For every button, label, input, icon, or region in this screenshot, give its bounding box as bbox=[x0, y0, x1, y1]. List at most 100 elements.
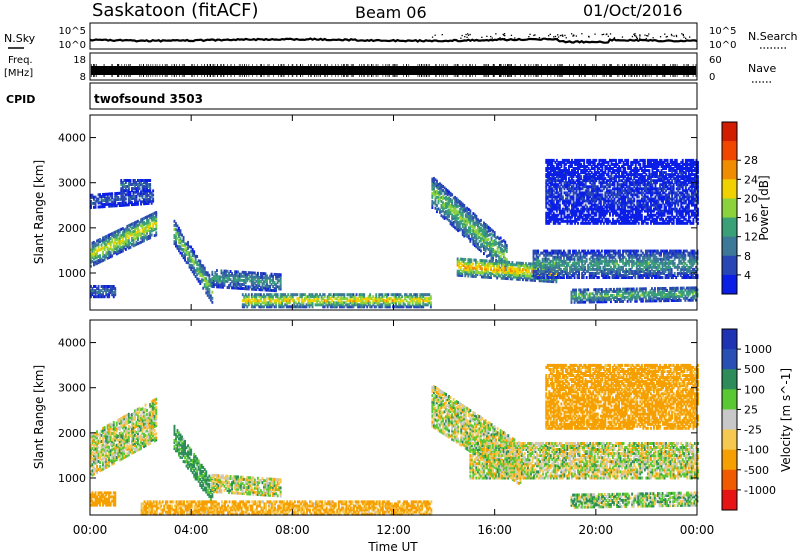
power-cell bbox=[115, 244, 118, 248]
noise-search-dot bbox=[499, 37, 501, 39]
power-cell bbox=[96, 261, 98, 265]
power-cell bbox=[118, 201, 121, 205]
power-cell bbox=[220, 285, 223, 289]
noise-search-dot bbox=[652, 37, 654, 39]
power-cell bbox=[173, 240, 176, 244]
power-cell bbox=[243, 274, 246, 278]
frequency-trace bbox=[90, 64, 697, 77]
power-cell bbox=[684, 253, 687, 257]
power-cell bbox=[105, 192, 108, 196]
power-cell bbox=[135, 222, 138, 226]
power-cell bbox=[237, 274, 240, 278]
power-cell bbox=[97, 242, 100, 246]
power-cell bbox=[260, 305, 262, 309]
power-cell bbox=[137, 232, 139, 235]
power-cell bbox=[147, 197, 150, 201]
power-cell bbox=[193, 254, 196, 258]
power-cell bbox=[272, 289, 274, 292]
power-cell bbox=[120, 233, 123, 237]
noise-search-dot bbox=[559, 34, 562, 37]
power-cell bbox=[216, 285, 218, 289]
power-cell bbox=[94, 203, 97, 207]
power-cell bbox=[480, 218, 482, 222]
power-cell bbox=[134, 233, 136, 237]
power-cell bbox=[281, 295, 284, 299]
power-cell bbox=[146, 189, 148, 193]
power-cell bbox=[91, 195, 94, 199]
noise-search-dot bbox=[467, 33, 469, 35]
power-cell bbox=[214, 275, 217, 279]
power-cell bbox=[97, 201, 100, 205]
power-cell bbox=[205, 283, 208, 287]
power-cell bbox=[117, 249, 120, 253]
power-cell bbox=[126, 228, 129, 232]
power-cell bbox=[619, 249, 621, 253]
power-cell bbox=[105, 198, 108, 202]
power-cell bbox=[234, 278, 237, 282]
noise-search-dot bbox=[486, 35, 488, 37]
power-cell bbox=[199, 261, 202, 265]
power-cell bbox=[120, 246, 123, 250]
power-cell bbox=[261, 276, 264, 280]
power-cell bbox=[143, 187, 145, 191]
power-cell bbox=[246, 305, 249, 309]
power-cell bbox=[129, 191, 132, 194]
noise-search-dot bbox=[633, 33, 635, 35]
power-cell bbox=[252, 271, 255, 275]
beam-title: Beam 06 bbox=[355, 3, 427, 22]
power-cell bbox=[123, 244, 126, 248]
power-cell bbox=[261, 282, 264, 286]
power-cell bbox=[137, 200, 139, 204]
power-cell bbox=[275, 305, 277, 309]
power-cell bbox=[137, 229, 139, 233]
power-cell bbox=[126, 224, 129, 228]
power-cell bbox=[255, 303, 258, 307]
power-cell bbox=[106, 289, 109, 293]
power-cell bbox=[175, 238, 177, 242]
power-cell bbox=[124, 241, 127, 245]
power-cell bbox=[135, 181, 138, 184]
power-cell bbox=[253, 301, 256, 305]
power-cell bbox=[194, 268, 197, 272]
power-cell bbox=[129, 197, 132, 201]
power-cell bbox=[467, 234, 470, 238]
power-cell bbox=[138, 194, 141, 198]
power-cell bbox=[93, 257, 95, 261]
power-cell bbox=[141, 192, 144, 196]
power-cell bbox=[118, 240, 121, 244]
power-cell bbox=[260, 295, 262, 299]
power-cell bbox=[463, 204, 466, 207]
power-cell bbox=[120, 240, 123, 243]
power-cell bbox=[100, 201, 103, 205]
power-cell bbox=[123, 246, 126, 250]
power-cell bbox=[209, 280, 212, 284]
power-cell bbox=[117, 202, 120, 206]
power-cell bbox=[134, 200, 136, 204]
power-cell bbox=[244, 295, 247, 299]
power-cell bbox=[214, 273, 217, 276]
power-cell bbox=[109, 243, 112, 246]
power-cell bbox=[120, 242, 123, 245]
power-cell bbox=[146, 223, 148, 227]
power-cell bbox=[256, 273, 259, 277]
power-cell bbox=[114, 247, 117, 250]
power-cell bbox=[97, 205, 100, 209]
power-cell bbox=[223, 273, 226, 277]
power-cell bbox=[100, 247, 103, 251]
power-cell bbox=[144, 194, 147, 197]
power-cell bbox=[143, 200, 145, 204]
noise-right-tick-high: 10^5 bbox=[709, 26, 736, 37]
power-cell bbox=[126, 185, 129, 188]
power-cell bbox=[102, 236, 104, 240]
power-cell bbox=[173, 219, 176, 223]
power-cell bbox=[99, 205, 101, 209]
power-cell bbox=[269, 293, 271, 297]
power-cell bbox=[184, 242, 186, 246]
power-cell bbox=[238, 274, 241, 278]
power-cell bbox=[275, 273, 277, 276]
power-cell bbox=[111, 200, 114, 204]
power-cell bbox=[109, 247, 112, 251]
power-cell bbox=[273, 299, 276, 303]
noise-search-dot bbox=[581, 33, 583, 35]
noise-search-dot bbox=[605, 33, 607, 36]
